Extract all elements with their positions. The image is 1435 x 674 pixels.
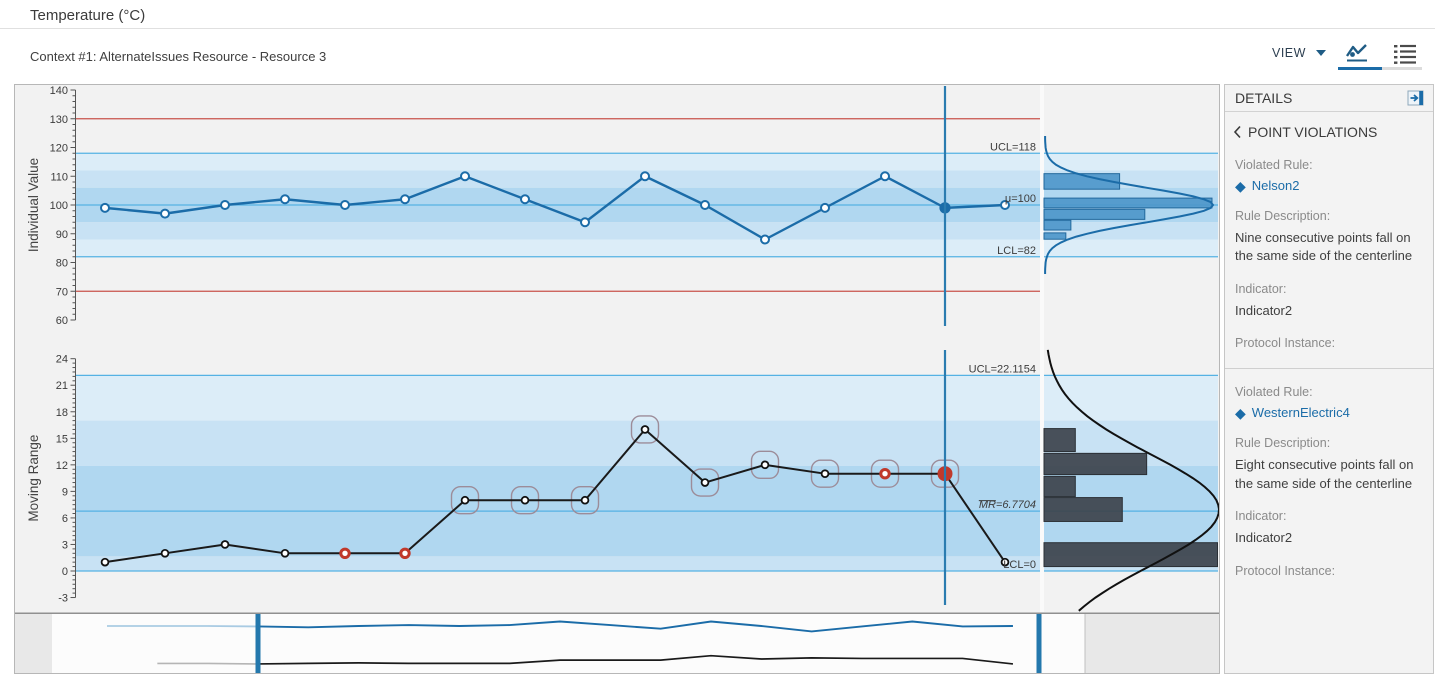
header-divider [0, 28, 1435, 29]
indicator-label: Indicator: [1235, 281, 1287, 296]
violated-rule-link[interactable]: WesternElectric4 [1251, 405, 1350, 421]
section-divider [1225, 368, 1433, 370]
tab-chart-view[interactable] [1343, 42, 1371, 64]
page-title: Temperature (°C) [30, 7, 146, 24]
svg-text:21: 21 [56, 380, 68, 392]
point-violations-title: POINT VIOLATIONS [1248, 124, 1378, 140]
open-panel-icon[interactable] [1407, 90, 1425, 106]
violated-rule-label: Violated Rule: [1235, 158, 1313, 172]
svg-text:UCL=22.1154: UCL=22.1154 [969, 363, 1036, 375]
control-charts-panel: 60 70 80 90 100 110 120 130 140 Individual Value U… [14, 84, 1221, 674]
svg-text:80: 80 [56, 258, 68, 270]
svg-text:18: 18 [56, 407, 68, 419]
navigator-handle-right[interactable] [1036, 614, 1042, 673]
svg-text:70: 70 [56, 286, 68, 298]
view-dropdown[interactable]: VIEW [1272, 46, 1326, 60]
svg-text:12: 12 [56, 460, 68, 472]
diamond-icon: ◆ [1235, 177, 1246, 194]
svg-text:60: 60 [56, 315, 68, 327]
svg-text:90: 90 [56, 229, 68, 241]
indicator-value: Indicator2 [1235, 302, 1293, 318]
indicator-value: Indicator2 [1235, 530, 1293, 546]
navigator-handle-left[interactable] [255, 614, 261, 673]
indicator-label: Indicator: [1235, 509, 1287, 524]
svg-text:UCL=118: UCL=118 [990, 141, 1036, 153]
inactive-tab-indicator [1382, 67, 1422, 70]
svg-text:LCL=82: LCL=82 [997, 245, 1036, 257]
svg-text:110: 110 [50, 171, 68, 183]
back-chevron-icon [1233, 125, 1241, 139]
svg-text:3: 3 [62, 539, 68, 551]
protocol-instance-label: Protocol Instance: [1235, 336, 1336, 351]
violated-rule-label: Violated Rule: [1235, 385, 1313, 400]
rule-description-label: Rule Description: [1235, 436, 1331, 451]
point-violations-header[interactable]: POINT VIOLATIONS [1225, 112, 1433, 142]
svg-text:Individual Value: Individual Value [26, 158, 41, 252]
rule-description-value: Eight consecutive points fall on the sam… [1235, 457, 1414, 491]
svg-text:LCL=0: LCL=0 [1003, 559, 1036, 571]
tab-list-view[interactable] [1391, 42, 1419, 64]
svg-text:100: 100 [50, 200, 68, 212]
diamond-icon: ◆ [1235, 404, 1246, 421]
rule-description-value: Nine consecutive points fall on the same… [1235, 230, 1413, 264]
svg-text:MR=6.7704: MR=6.7704 [979, 499, 1036, 511]
context-breadcrumb: Context #1: AlternateIssues Resource - R… [30, 49, 327, 64]
active-tab-indicator [1338, 67, 1382, 70]
svg-text:140: 140 [50, 85, 68, 97]
svg-text:120: 120 [50, 143, 68, 155]
chevron-down-icon [1315, 50, 1326, 56]
svg-text:0: 0 [62, 566, 68, 578]
svg-text:Moving Range: Moving Range [26, 435, 41, 522]
svg-text:μ=100: μ=100 [1005, 193, 1036, 205]
svg-text:15: 15 [56, 433, 68, 445]
view-dropdown-label: VIEW [1272, 46, 1306, 60]
details-panel: DETAILS POINT VIOLATIONS Violated Rule: … [1224, 84, 1434, 674]
svg-text:9: 9 [62, 486, 68, 498]
details-header: DETAILS [1225, 85, 1433, 112]
svg-text:24: 24 [56, 354, 68, 366]
violation-card: Violated Rule: ◆ Nelson2 Rule Descriptio… [1225, 158, 1433, 350]
violation-card: Violated Rule: ◆ WesternElectric4 Rule D… [1225, 385, 1433, 577]
svg-text:-3: -3 [58, 593, 68, 605]
control-chart-icon [1346, 44, 1367, 62]
protocol-instance-label: Protocol Instance: [1235, 563, 1336, 578]
svg-text:130: 130 [50, 114, 68, 126]
violated-rule-link[interactable]: Nelson2 [1251, 178, 1300, 193]
list-icon [1394, 44, 1416, 64]
details-title: DETAILS [1235, 90, 1293, 106]
svg-text:6: 6 [62, 513, 68, 525]
rule-description-label: Rule Description: [1235, 209, 1331, 223]
